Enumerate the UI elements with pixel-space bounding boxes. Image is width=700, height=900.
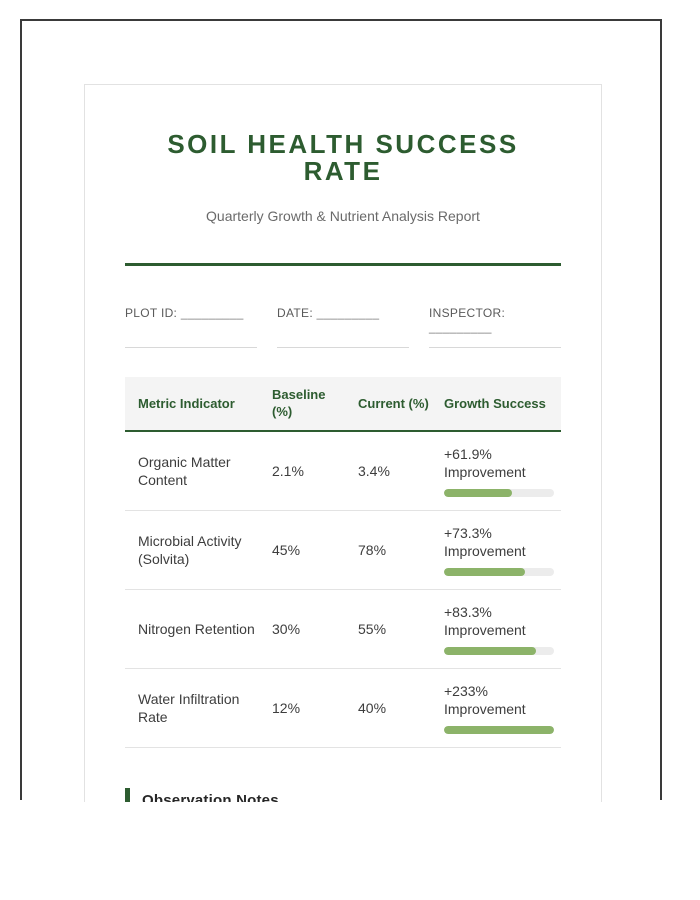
table-row: Organic Matter Content 2.1% 3.4% +61.9% Impr… bbox=[125, 432, 561, 511]
field-label: DATE: bbox=[277, 305, 313, 320]
field-label: PLOT ID: bbox=[125, 305, 178, 320]
progress-fill bbox=[444, 647, 536, 656]
table-row: Nitrogen Retention 30% 55% +83.3% Improvemen… bbox=[125, 590, 561, 669]
metric-cell: Microbial Activity (Solvita) bbox=[138, 532, 242, 567]
improvement-label: Improvement bbox=[444, 542, 526, 559]
improvement-label: Improvement bbox=[444, 700, 526, 717]
notes-accent-bar bbox=[125, 787, 130, 802]
form-fields: PLOT ID: _________ DATE: _________ INSPECT… bbox=[125, 306, 561, 349]
field-date[interactable]: DATE: _________ bbox=[277, 306, 409, 349]
progress-fill bbox=[444, 726, 554, 735]
notes-heading-label: Observation Notes bbox=[142, 791, 279, 802]
current-cell: 78% bbox=[358, 541, 387, 558]
progress-track bbox=[444, 489, 554, 498]
notes-heading: Observation Notes bbox=[125, 787, 561, 802]
improvement-value: +83.3% bbox=[444, 603, 492, 620]
progress-track bbox=[444, 647, 554, 656]
header-current: Current (%) bbox=[358, 395, 429, 411]
metric-cell: Organic Matter Content bbox=[138, 453, 231, 488]
table-row: Water Infiltration Rate 12% 40% +233% Improv… bbox=[125, 669, 561, 748]
metric-cell: Nitrogen Retention bbox=[138, 620, 255, 637]
header-baseline: Baseline (%) bbox=[272, 387, 326, 419]
improvement-value: +61.9% bbox=[444, 445, 492, 462]
title-divider bbox=[125, 262, 561, 266]
page-frame: SOIL HEALTH SUCCESS RATE Quarterly Growt… bbox=[20, 19, 662, 802]
growth-cell: +73.3% Improvement bbox=[431, 524, 561, 577]
improvement-value: +233% bbox=[444, 682, 488, 699]
field-blank-line: _________ bbox=[180, 305, 244, 320]
report-title: SOIL HEALTH SUCCESS RATE bbox=[167, 129, 519, 187]
header-metric: Metric Indicator bbox=[138, 395, 235, 411]
progress-fill bbox=[444, 489, 513, 498]
baseline-cell: 12% bbox=[272, 699, 301, 716]
growth-cell: +233% Improvement bbox=[431, 682, 561, 735]
growth-cell: +83.3% Improvement bbox=[431, 603, 561, 656]
header-growth: Growth Success bbox=[444, 395, 546, 411]
improvement-label: Improvement bbox=[444, 621, 526, 638]
improvement-value: +73.3% bbox=[444, 524, 492, 541]
baseline-cell: 2.1% bbox=[272, 462, 304, 479]
baseline-cell: 30% bbox=[272, 620, 301, 637]
growth-cell: +61.9% Improvement bbox=[431, 445, 561, 498]
metrics-table: Metric Indicator Baseline (%) Current (%) G… bbox=[125, 377, 561, 748]
improvement-label: Improvement bbox=[444, 463, 526, 480]
current-cell: 55% bbox=[358, 620, 387, 637]
field-inspector[interactable]: INSPECTOR: _________ bbox=[429, 306, 561, 349]
field-plot-id[interactable]: PLOT ID: _________ bbox=[125, 306, 257, 349]
report-subtitle: Quarterly Growth & Nutrient Analysis Rep… bbox=[206, 207, 480, 224]
table-body: Organic Matter Content 2.1% 3.4% +61.9% Impr… bbox=[125, 432, 561, 748]
table-header: Metric Indicator Baseline (%) Current (%) G… bbox=[125, 377, 561, 432]
current-cell: 40% bbox=[358, 699, 387, 716]
field-blank-line: _________ bbox=[429, 319, 492, 334]
report-card: SOIL HEALTH SUCCESS RATE Quarterly Growt… bbox=[84, 84, 602, 802]
table-row: Microbial Activity (Solvita) 45% 78% +73.3%… bbox=[125, 511, 561, 590]
field-label: INSPECTOR: bbox=[429, 305, 506, 320]
progress-track bbox=[444, 726, 554, 735]
field-blank-line: _________ bbox=[316, 305, 380, 320]
baseline-cell: 45% bbox=[272, 541, 301, 558]
current-cell: 3.4% bbox=[358, 462, 390, 479]
progress-fill bbox=[444, 568, 525, 577]
progress-track bbox=[444, 568, 554, 577]
metric-cell: Water Infiltration Rate bbox=[138, 690, 240, 725]
